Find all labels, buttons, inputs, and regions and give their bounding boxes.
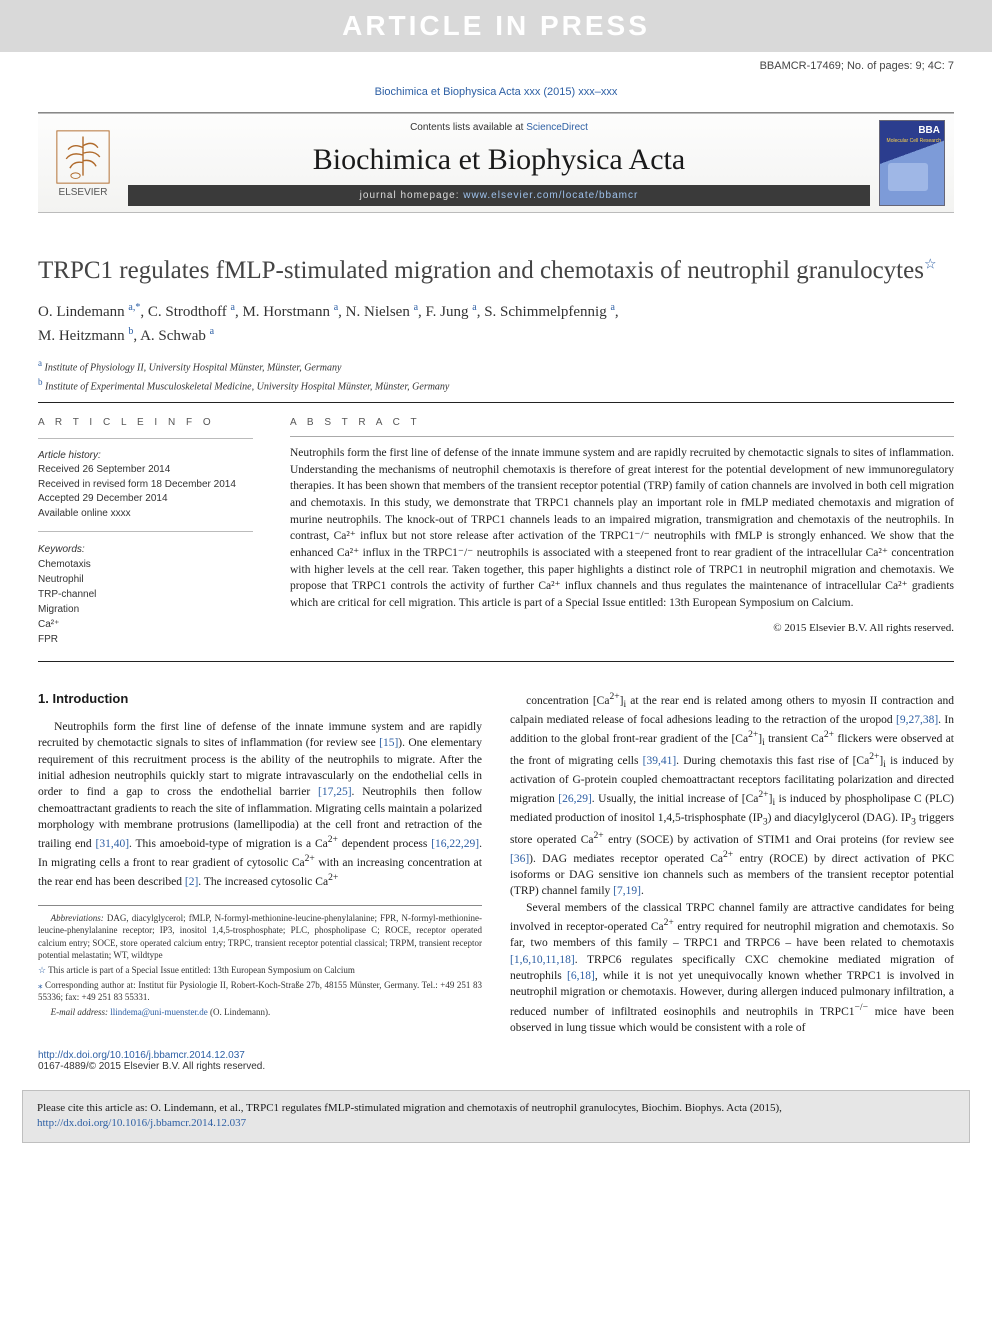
journal-title: Biochimica et Biophysica Acta [128,143,870,177]
author-list: O. Lindemann a,*, C. Strodthoff a, M. Ho… [38,300,954,347]
masthead: ELSEVIER Contents lists available at Sci… [38,112,954,213]
homepage-bar: journal homepage: www.elsevier.com/locat… [128,185,870,206]
elsevier-logo: ELSEVIER [38,114,128,212]
publisher-name: ELSEVIER [59,187,108,198]
journal-homepage-link[interactable]: www.elsevier.com/locate/bbamcr [463,190,638,201]
footnotes: Abbreviations: DAG, diacylglycerol; fMLP… [38,905,482,1019]
journal-cover-thumb: Molecular Cell Research [870,114,954,212]
doi-link[interactable]: http://dx.doi.org/10.1016/j.bbamcr.2014.… [38,1050,245,1061]
citation-doi-link[interactable]: http://dx.doi.org/10.1016/j.bbamcr.2014.… [37,1117,246,1129]
sciencedirect-link[interactable]: ScienceDirect [526,122,588,133]
body-two-column: 1. Introduction Neutrophils form the fir… [38,690,954,1036]
article-in-press-banner: ARTICLE IN PRESS [0,0,992,52]
article-history: Article history: Received 26 September 2… [38,449,262,522]
watermark-text: ARTICLE IN PRESS [342,10,650,42]
abstract-text: Neutrophils form the first line of defen… [290,445,954,612]
elsevier-tree-icon [55,129,111,185]
corresponding-email-link[interactable]: llindema@uni-muenster.de [110,1007,208,1017]
journal-reference: Biochimica et Biophysica Acta xxx (2015)… [0,76,992,112]
masthead-center: Contents lists available at ScienceDirec… [128,114,870,212]
info-abstract-row: A R T I C L E I N F O Article history: R… [38,402,954,663]
abstract-heading: A B S T R A C T [290,417,954,428]
header-meta: BBAMCR-17469; No. of pages: 9; 4C: 7 [0,52,992,76]
article-title: TRPC1 regulates fMLP-stimulated migratio… [38,255,954,286]
abstract-copyright: © 2015 Elsevier B.V. All rights reserved… [290,622,954,634]
intro-paragraph: Neutrophils form the first line of defen… [38,719,482,891]
article-info-heading: A R T I C L E I N F O [38,417,262,428]
article-info-column: A R T I C L E I N F O Article history: R… [38,403,262,662]
title-footnote-star: ☆ [924,258,937,273]
affiliations: a Institute of Physiology II, University… [38,357,954,394]
abstract-column: A B S T R A C T Neutrophils form the fir… [290,403,954,662]
section-heading-introduction: 1. Introduction [38,690,482,708]
doi-block: http://dx.doi.org/10.1016/j.bbamcr.2014.… [38,1050,954,1072]
keywords-block: Keywords: Chemotaxis Neutrophil TRP-chan… [38,542,262,647]
citation-box: Please cite this article as: O. Lindeman… [22,1090,970,1143]
intro-paragraph: concentration [Ca2+]i at the rear end is… [510,690,954,899]
issn-copyright-line: 0167-4889/© 2015 Elsevier B.V. All right… [38,1061,954,1072]
intro-paragraph: Several members of the classical TRPC ch… [510,900,954,1036]
contents-line: Contents lists available at ScienceDirec… [128,122,870,133]
